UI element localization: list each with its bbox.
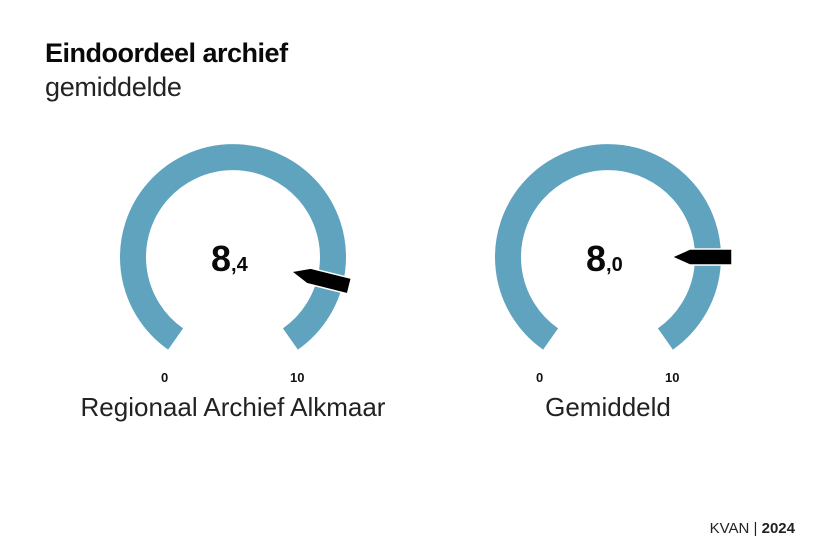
gauge-min-label: 0: [536, 370, 544, 385]
gauge-value: 8,4: [211, 238, 248, 279]
footer-separator: |: [753, 520, 758, 537]
footer-year: 2024: [761, 520, 795, 537]
gauge-gemiddeld: 8,0 0 10: [458, 130, 758, 430]
gauge-min-label: 0: [161, 370, 169, 385]
needle-icon: [289, 267, 353, 295]
gauge-regionaal-archief-alkmaar: 8,4 0 10: [83, 130, 383, 430]
gauge-arc: [120, 144, 353, 350]
footer-source: KVAN: [709, 520, 750, 537]
gauge-label: Gemiddeld: [545, 392, 671, 422]
chart-subtitle: gemiddelde: [45, 72, 182, 102]
gauge-max-label: 10: [290, 370, 305, 385]
gauge-max-label: 10: [665, 370, 680, 385]
footer-credit: KVAN | 2024: [710, 520, 795, 537]
gauge-label: Regionaal Archief Alkmaar: [80, 392, 386, 422]
gauge-arc: [495, 144, 733, 350]
needle-icon: [670, 248, 733, 266]
chart-title: Eindoordeel archief: [45, 38, 288, 68]
gauge-value: 8,0: [586, 238, 623, 279]
